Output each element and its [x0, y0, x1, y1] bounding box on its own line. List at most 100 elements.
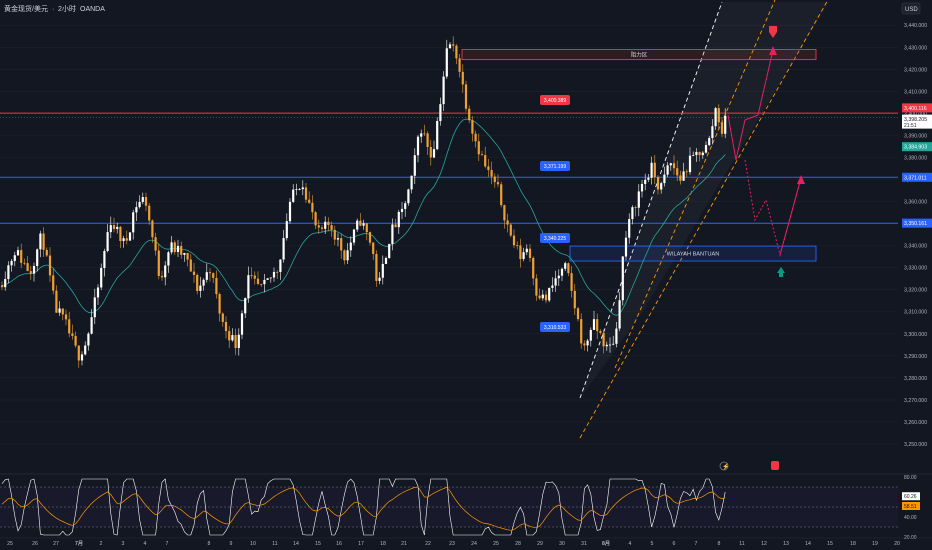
x-tick-label: 29 — [537, 541, 543, 547]
flag-icon[interactable] — [771, 461, 779, 470]
rsi-tick-label: 40.00 — [904, 515, 917, 521]
candle-body — [378, 277, 381, 281]
candle-body — [74, 335, 77, 346]
header-interval[interactable]: 2小时 — [58, 4, 76, 13]
candle-body — [535, 278, 538, 296]
x-tick-label: 9 — [230, 541, 233, 547]
currency-label[interactable]: USD — [905, 7, 918, 13]
candle-body — [349, 242, 352, 251]
candle-body — [688, 155, 692, 173]
candle-body — [679, 175, 682, 181]
candle-body — [279, 259, 282, 272]
candle-body — [455, 45, 458, 59]
candle-body — [589, 329, 592, 341]
candle-body — [45, 249, 48, 256]
x-tick-label: 10 — [250, 541, 256, 547]
rsi-value-label: 60.26 — [904, 494, 917, 500]
axis-tag-3350: 3,350.161 — [904, 221, 927, 227]
candle-body — [218, 294, 221, 314]
candle-body — [32, 266, 36, 274]
candle-body — [276, 271, 279, 273]
candle-body — [231, 335, 234, 341]
x-tick-label: 27 — [53, 541, 59, 547]
candle-body — [695, 152, 698, 156]
candle-body — [720, 122, 724, 134]
candle-body — [23, 262, 26, 264]
candle-body — [215, 277, 218, 295]
candle-body — [208, 272, 212, 274]
candle-body — [138, 201, 141, 208]
candle-body — [64, 314, 68, 320]
candle-body — [464, 84, 468, 109]
axis-tag-3371-bg — [902, 172, 932, 182]
candle-body — [269, 277, 272, 279]
candle-body — [272, 271, 276, 278]
x-tick-label: 14 — [293, 541, 299, 547]
grid — [0, 24, 898, 445]
candle-body — [13, 255, 16, 261]
candle-body — [77, 345, 80, 361]
x-tick-label: 4 — [144, 541, 147, 547]
candle-body — [509, 224, 512, 236]
x-tick-label: 28 — [515, 541, 521, 547]
candle-body — [407, 189, 410, 204]
candle-body — [660, 183, 663, 190]
candle-body — [503, 205, 506, 221]
candle-body — [340, 238, 343, 251]
candle-body — [260, 283, 263, 285]
x-tick-label: 25 — [7, 541, 13, 547]
candle-body — [567, 263, 570, 274]
candle-body — [212, 273, 215, 278]
zone-box — [461, 49, 817, 61]
candle-body — [717, 108, 720, 123]
candle-body — [381, 263, 384, 278]
candle-body — [708, 138, 711, 146]
currency-button-bg[interactable] — [901, 2, 921, 15]
channel-overlay — [579, 0, 829, 439]
candle-body — [388, 243, 391, 258]
x-tick-label: 6 — [673, 541, 676, 547]
candle-body — [634, 207, 637, 208]
header-symbol[interactable]: 黄金现货/美元 — [4, 4, 48, 13]
horizontal-lines — [0, 112, 898, 224]
candle-body — [416, 136, 420, 156]
candle-body — [359, 220, 362, 226]
candle-body — [592, 319, 596, 330]
candle-body — [644, 179, 647, 184]
candle-body — [157, 250, 160, 276]
zone-box — [569, 245, 817, 262]
candle-body — [429, 147, 432, 158]
candle-body — [285, 221, 288, 239]
candle-body — [714, 108, 717, 127]
candle-body — [692, 155, 695, 156]
candle-body — [458, 58, 461, 72]
candle-body — [666, 165, 669, 175]
x-tick-label: 18 — [850, 541, 856, 547]
x-tick-label: 11 — [739, 541, 744, 547]
candle-body — [701, 152, 704, 156]
candle-body — [352, 229, 356, 243]
sell-arrow — [769, 26, 777, 38]
time-axis: 25 26 27 7月 2 3 4 7 8 9 10 11 14 15 16 17 18 21 22 23 24 25 28… — [0, 537, 932, 547]
callout-bg — [540, 322, 570, 332]
x-tick-label: 24 — [471, 541, 477, 547]
candle-body — [125, 238, 128, 241]
candle-body — [84, 345, 87, 355]
candle-body — [560, 268, 564, 276]
candle-body — [240, 313, 244, 335]
alert-icon[interactable] — [719, 461, 729, 471]
candle-body — [0, 285, 4, 288]
x-tick-label: 23 — [449, 541, 455, 547]
y-tick-label: 3,280.000 — [904, 376, 927, 382]
candle-body — [436, 121, 439, 150]
candle-body — [490, 170, 493, 177]
candle-body — [506, 220, 509, 225]
candle-body — [36, 249, 39, 267]
candle-body — [87, 333, 90, 346]
candle-body — [320, 227, 324, 229]
x-tick-label: 16 — [336, 541, 342, 547]
candle-body — [250, 275, 253, 276]
candle-body — [298, 189, 301, 190]
candle-body — [192, 271, 196, 275]
